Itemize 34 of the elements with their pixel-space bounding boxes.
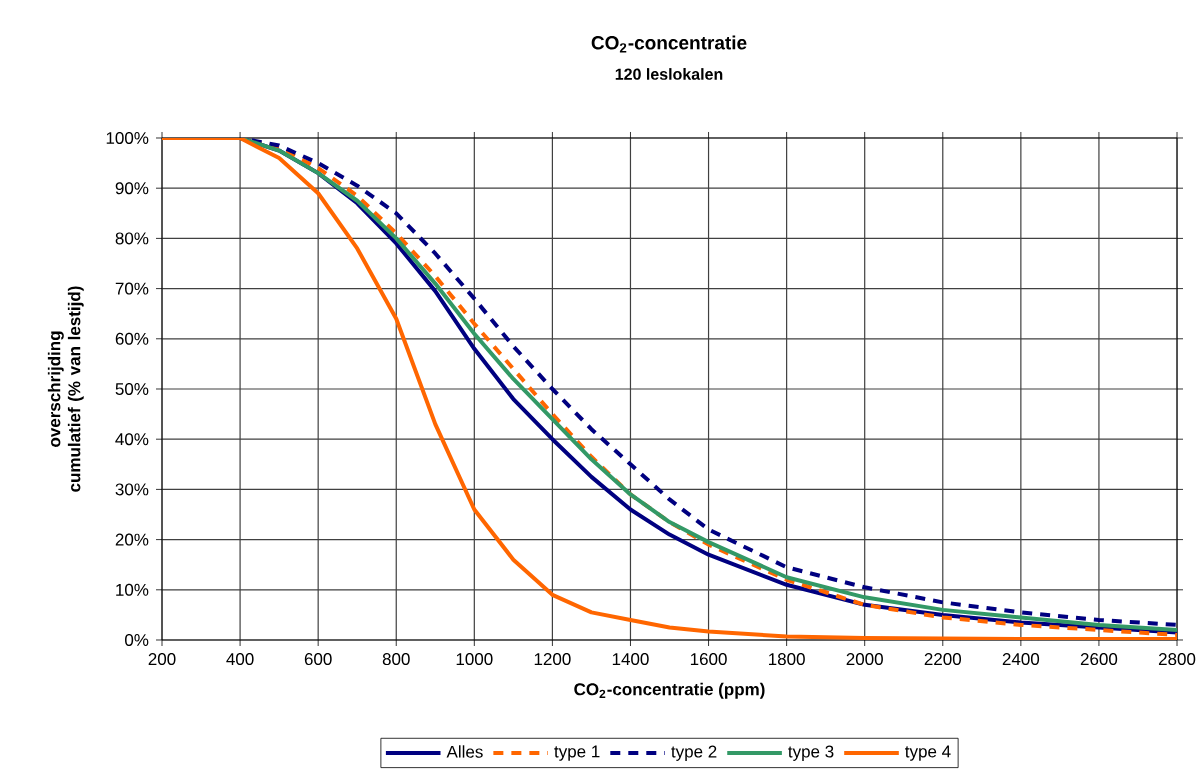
legend-label: type 2 [671, 745, 717, 761]
legend-label: type 3 [788, 745, 834, 761]
x-tick-label: 1200 [534, 653, 571, 666]
x-tick-label: 400 [226, 653, 254, 666]
chart-subtitle: 120 leslokalen [615, 68, 723, 80]
y-tick-label: 20% [115, 533, 149, 546]
x-tick-label: 2400 [1002, 653, 1040, 666]
y-tick-label: 70% [115, 282, 149, 295]
x-axis-title: CO$_{2}$-concentratie (ppm) [574, 682, 765, 699]
y-tick-label: 10% [116, 583, 149, 596]
x-tick-label: 2000 [846, 653, 883, 666]
y-tick-label: 100% [106, 131, 149, 145]
chart-title: CO$_{2}$-concentratie [591, 35, 747, 53]
x-tick-label: 1600 [690, 653, 727, 666]
x-tick-label: 600 [304, 653, 332, 666]
y-axis-title: overschrijding cumulatief (% van lestijd) [47, 286, 84, 492]
legend-label: type 1 [554, 745, 600, 761]
x-tick-label: 1800 [769, 653, 805, 666]
y-tick-label: 90% [115, 182, 149, 195]
x-tick-label: 1400 [612, 653, 649, 666]
x-tick-label: 800 [382, 653, 410, 666]
y-tick-label: 60% [115, 332, 149, 345]
y-tick-label: 0% [125, 633, 149, 647]
legend-label: Alles [446, 745, 483, 758]
x-tick-label: 200 [148, 653, 176, 666]
y-tick-label: 80% [115, 232, 149, 245]
x-tick-label: 2800 [1158, 653, 1196, 666]
x-tick-label: 1000 [456, 653, 493, 666]
legend-label: type 4 [905, 745, 951, 761]
y-tick-label: 30% [115, 483, 149, 496]
x-tick-label: 2600 [1080, 653, 1118, 666]
y-tick-label: 50% [115, 382, 149, 396]
y-tick-label: 40% [115, 433, 149, 446]
x-tick-label: 2200 [924, 653, 962, 666]
